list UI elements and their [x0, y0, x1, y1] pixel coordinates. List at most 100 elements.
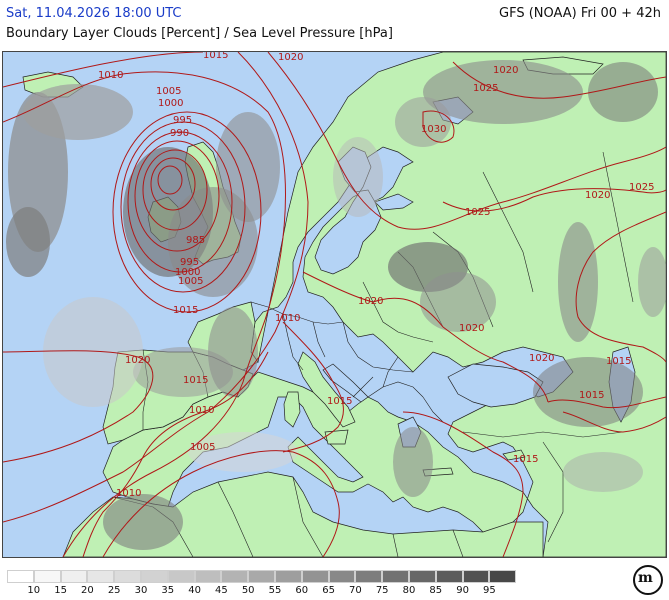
isobar-label: 1030	[421, 124, 446, 135]
isobar-label: 1005	[178, 276, 203, 287]
legend-tick-label: 10	[27, 585, 41, 596]
valid-time: Sat, 11.04.2026 18:00 UTC	[6, 6, 182, 21]
legend-swatch	[221, 570, 249, 583]
legend-swatch	[435, 570, 463, 583]
legend-tick-label: 30	[134, 585, 148, 596]
legend-tick-label: 15	[54, 585, 67, 596]
isobars	[3, 52, 666, 557]
isobar-label: 1015	[579, 390, 604, 401]
map-title: Boundary Layer Clouds [Percent] / Sea Le…	[6, 26, 393, 41]
isobar-label: 995	[173, 115, 192, 126]
isobar-label: 1020	[358, 296, 383, 307]
legend-tick-label: 85	[429, 585, 443, 596]
isobar-label: 1015	[203, 52, 228, 61]
isobar-1020-north	[267, 52, 666, 230]
isobar-label: 1015	[327, 396, 352, 407]
legend-swatch	[114, 570, 141, 583]
isobar-label: 1015	[606, 356, 631, 367]
isobar-label: 1000	[158, 98, 183, 109]
legend-swatch	[409, 570, 436, 583]
isobar-1020-med-east	[562, 411, 666, 433]
cloud-scandinavia	[333, 137, 383, 217]
isobar-label: 985	[186, 235, 205, 246]
isobar-1000	[120, 121, 246, 293]
legend-tick-label: 80	[402, 585, 416, 596]
isobar-1020-west	[3, 350, 154, 463]
isobar-label: 1025	[473, 83, 498, 94]
legend-tick-label: 25	[107, 585, 121, 596]
cloud-iberian-atlantic	[43, 297, 143, 407]
isobar-1020-central	[302, 271, 549, 403]
isobar-label: 1025	[629, 182, 654, 193]
isobar-1010	[3, 71, 286, 557]
isobar-label: 1020	[278, 52, 303, 63]
legend-tick-label: 40	[188, 585, 201, 596]
isobar-1020-east	[575, 211, 666, 363]
isobar-1015-central	[282, 321, 344, 453]
isobar-label: 1020	[125, 355, 150, 366]
legend-swatch	[489, 570, 517, 583]
isobar-1015-east-med	[402, 411, 524, 557]
legend-tick-label: 65	[322, 585, 335, 596]
isobar-985-inner	[150, 157, 196, 211]
legend-swatch	[60, 570, 88, 583]
isobar-label: 1020	[529, 353, 554, 364]
meteoblue-logo[interactable]: m	[633, 565, 663, 595]
legend-swatch	[7, 570, 34, 583]
legend-swatch	[167, 570, 195, 583]
isobar-1005	[112, 111, 262, 313]
legend-tick-label: 50	[241, 585, 255, 596]
legend-swatch	[33, 570, 61, 583]
cloud-greece	[393, 427, 433, 497]
cloud-band-north-atlantic	[23, 84, 133, 140]
isobar-label: 1025	[465, 207, 490, 218]
legend-tick-label: 75	[375, 585, 389, 596]
isobar-990	[134, 140, 220, 252]
isobar-1005-africa	[102, 450, 340, 557]
cloud-volga	[558, 222, 598, 342]
legend-tick-label: 20	[81, 585, 94, 596]
legend-swatch	[462, 570, 490, 583]
isobar-1030	[422, 110, 455, 143]
cloud-band-atlantic-west-core	[6, 207, 50, 277]
isobar-1025-north	[452, 61, 666, 99]
cloud-france	[208, 307, 258, 397]
isobar-label: 1010	[275, 313, 300, 324]
isobar-label: 1020	[585, 190, 610, 201]
legend-tick-label: 90	[456, 585, 469, 596]
legend-tick-label: 95	[483, 585, 496, 596]
gulf-of-finland	[374, 193, 414, 211]
cloud-ukraine	[420, 272, 496, 332]
legend-swatch	[248, 570, 275, 583]
legend-tick-label: 35	[161, 585, 175, 596]
legend-swatch	[328, 570, 356, 583]
isobar-995	[127, 131, 233, 273]
isobar-label: 990	[170, 128, 189, 139]
country-borders	[112, 151, 634, 557]
weather-map[interactable]: 1015 1020 1010 1005 1000 995 990 985 995…	[2, 51, 667, 558]
landmass-italy	[297, 351, 356, 428]
cloud-east-edge	[638, 247, 666, 317]
isobar-label: 1005	[190, 442, 215, 453]
isobar-1015-caucasus	[547, 396, 666, 409]
isobar-1010-med	[82, 351, 269, 557]
legend-swatch	[194, 570, 222, 583]
legend-swatch	[355, 570, 383, 583]
legend-tick-label: 60	[295, 585, 309, 596]
legend-tick-label: 55	[268, 585, 282, 596]
legend-tick-label: 45	[215, 585, 228, 596]
cloud-biscay	[133, 347, 233, 397]
isobar-label: 1010	[98, 70, 123, 81]
cloud-caucasus	[533, 357, 643, 427]
isobar-label: 1020	[493, 65, 518, 76]
logo-glyph: m	[638, 570, 653, 586]
isobar-labels: 1015 1020 1010 1005 1000 995 990 985 995…	[98, 52, 654, 499]
isobar-985	[142, 149, 208, 231]
legend-swatch	[275, 570, 302, 583]
cloud-north-east	[588, 62, 658, 122]
isobar-label: 1005	[156, 86, 181, 97]
cloud-cover	[6, 60, 666, 550]
cloud-middle-east	[563, 452, 643, 492]
cloud-atlas	[103, 494, 183, 550]
cloud-legend-ticks: 10 15 20 25 30 35 40 45 50 55 60 65 70 75 80 85 90 95	[7, 585, 527, 599]
